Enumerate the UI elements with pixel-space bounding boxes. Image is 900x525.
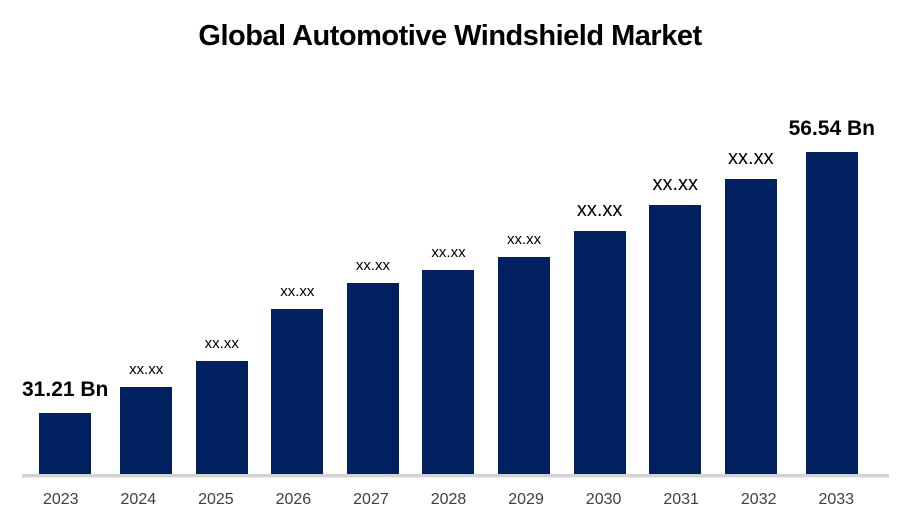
bar-column: xx.xx <box>411 245 487 476</box>
x-axis-label: 2025 <box>198 491 234 508</box>
bar <box>498 257 551 476</box>
bar-column: xx.xx <box>335 258 411 476</box>
bar-value-label: xx.xx <box>204 335 239 352</box>
bar-column: xx.xx <box>108 362 184 476</box>
bar-column: xx.xx <box>562 200 638 476</box>
plot-area: 31.21 Bn xx.xx xx.xx xx.xx xx.xx xx.xx xx.xx xx… <box>22 118 875 476</box>
x-axis-label: 2031 <box>663 491 699 508</box>
bar <box>39 413 92 476</box>
bar-column: xx.xx <box>713 148 789 476</box>
bar-value-label: xx.xx <box>506 231 542 248</box>
bar <box>271 309 324 476</box>
x-axis-label: 2032 <box>740 491 777 508</box>
bar-value-label: 31.21 Bn <box>22 378 109 401</box>
x-axis-labels: 2023 2024 2025 2026 2027 2028 2029 2030 2031 2032… <box>22 491 875 509</box>
bar-column: 56.54 Bn <box>789 118 875 476</box>
bar <box>422 270 475 476</box>
x-axis-label: 2028 <box>430 491 467 508</box>
bar-value-label: 56.54 Bn <box>788 117 875 140</box>
bar-value-label: xx.xx <box>728 147 774 169</box>
bar-value-label: xx.xx <box>355 257 390 274</box>
bar-value-label: xx.xx <box>129 361 164 378</box>
bar-value-label: xx.xx <box>576 199 623 221</box>
x-axis-label: 2027 <box>353 491 389 508</box>
bar <box>573 231 626 476</box>
x-axis-label: 2029 <box>508 491 544 508</box>
bar <box>724 179 777 476</box>
bar-column: xx.xx <box>486 232 562 476</box>
x-axis-label: 2023 <box>42 491 79 508</box>
bar <box>120 387 173 476</box>
bar <box>805 152 858 476</box>
bar-value-label: xx.xx <box>431 244 466 261</box>
chart-title: Global Automotive Windshield Market <box>198 20 702 52</box>
x-axis-label: 2030 <box>585 491 622 508</box>
bar <box>195 361 248 476</box>
x-axis-label: 2033 <box>818 491 855 508</box>
bar-column: 31.21 Bn <box>22 379 108 476</box>
bar <box>346 283 399 476</box>
bar <box>649 205 702 476</box>
bar-column: xx.xx <box>184 336 260 476</box>
bar-value-label: xx.xx <box>280 283 315 300</box>
x-axis-line <box>22 474 889 478</box>
bar-value-label: xx.xx <box>652 173 698 195</box>
x-axis-label: 2024 <box>120 491 157 508</box>
x-axis-label: 2026 <box>275 491 312 508</box>
bar-column: xx.xx <box>260 284 336 476</box>
bar-column: xx.xx <box>637 174 713 476</box>
